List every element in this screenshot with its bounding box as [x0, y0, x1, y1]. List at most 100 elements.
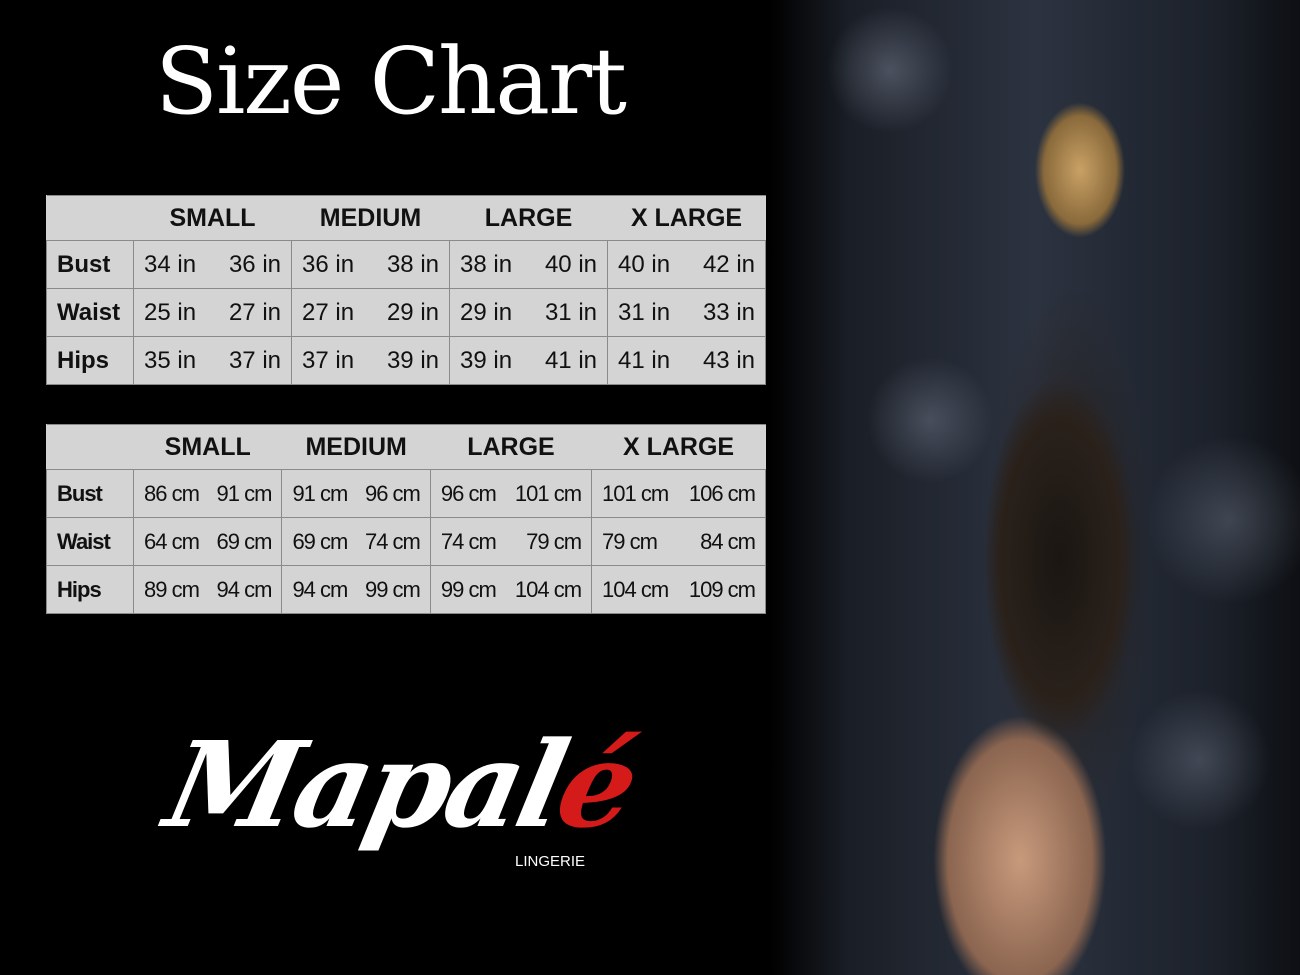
size-header-small: SMALL: [133, 424, 282, 470]
size-cell: 34 in 36 in: [133, 240, 292, 289]
min-value: 94 cm: [292, 576, 348, 602]
size-cell: 101 cm 106 cm: [591, 469, 766, 518]
size-cell: 31 in 33 in: [607, 288, 766, 337]
min-value: 101 cm: [602, 480, 669, 506]
row-label: Waist: [46, 288, 134, 337]
size-cell: 36 in 38 in: [291, 240, 450, 289]
table-row: Hips 35 in 37 in 37 in 39 in 39 in 41 in 41 in 4…: [46, 336, 766, 385]
max-value: 42 in: [702, 250, 755, 278]
brand-logo: Mapalé: [155, 715, 646, 854]
size-cell: 79 cm 84 cm: [591, 517, 766, 566]
model-photo: [770, 0, 1300, 975]
max-value: 104 cm: [514, 576, 582, 602]
size-cell: 39 in 41 in: [449, 336, 608, 385]
size-cell: 99 cm 104 cm: [429, 565, 593, 614]
size-header-small: SMALL: [133, 195, 292, 241]
max-value: 40 in: [544, 250, 597, 278]
size-header-x-large: X LARGE: [591, 424, 766, 470]
size-cell: 64 cm 69 cm: [132, 517, 283, 566]
size-header-large: LARGE: [449, 195, 608, 241]
min-value: 29 in: [460, 298, 513, 326]
max-value: 69 cm: [216, 528, 273, 554]
page-title: Size Chart: [154, 28, 627, 135]
size-header-row: SMALL MEDIUM LARGE X LARGE: [46, 195, 766, 241]
max-value: 74 cm: [364, 528, 421, 554]
max-value: 106 cm: [688, 480, 756, 506]
size-cell: 27 in 29 in: [291, 288, 450, 337]
min-value: 86 cm: [144, 480, 200, 506]
max-value: 109 cm: [688, 576, 756, 602]
min-value: 38 in: [460, 250, 513, 278]
size-header-large: LARGE: [430, 424, 592, 470]
max-value: 96 cm: [364, 480, 421, 506]
size-cell: 41 in 43 in: [607, 336, 766, 385]
size-cell: 35 in 37 in: [133, 336, 292, 385]
size-cell: 37 in 39 in: [291, 336, 450, 385]
table-row: Hips 89 cm 94 cm 94 cm 99 cm 99 cm 104 cm 104 c…: [46, 565, 766, 614]
brand-subtitle: LINGERIE: [515, 853, 586, 870]
min-value: 89 cm: [144, 576, 200, 602]
min-value: 79 cm: [602, 528, 658, 554]
min-value: 91 cm: [292, 480, 348, 506]
size-header-row: SMALL MEDIUM LARGE X LARGE: [46, 424, 766, 470]
table-row: Waist 64 cm 69 cm 69 cm 74 cm 74 cm 79 cm 79 cm…: [46, 517, 766, 566]
min-value: 34 in: [144, 250, 197, 278]
table-row: Bust 86 cm 91 cm 91 cm 96 cm 96 cm 101 cm 101 c…: [46, 469, 766, 518]
size-header-x-large: X LARGE: [607, 195, 766, 241]
empty-header-cell: [46, 195, 134, 241]
max-value: 38 in: [386, 250, 439, 278]
row-label: Waist: [46, 517, 134, 566]
min-value: 99 cm: [440, 576, 497, 602]
min-value: 40 in: [618, 250, 671, 278]
min-value: 41 in: [618, 346, 671, 374]
min-value: 74 cm: [440, 528, 497, 554]
max-value: 43 in: [702, 346, 755, 374]
size-cell: 94 cm 99 cm: [281, 565, 431, 614]
size-cell: 89 cm 94 cm: [132, 565, 283, 614]
row-label: Hips: [46, 336, 134, 385]
table-row: Bust 34 in 36 in 36 in 38 in 38 in 40 in 40 in 4…: [46, 240, 766, 289]
empty-header-cell: [46, 424, 134, 470]
min-value: 36 in: [302, 250, 355, 278]
max-value: 29 in: [386, 298, 439, 326]
row-label: Bust: [46, 240, 134, 289]
max-value: 27 in: [228, 298, 281, 326]
size-cell: 104 cm 109 cm: [591, 565, 766, 614]
min-value: 31 in: [618, 298, 671, 326]
min-value: 35 in: [144, 346, 197, 374]
max-value: 79 cm: [526, 528, 582, 554]
min-value: 27 in: [302, 298, 355, 326]
max-value: 36 in: [228, 250, 281, 278]
size-cell: 29 in 31 in: [449, 288, 608, 337]
max-value: 94 cm: [216, 576, 273, 602]
min-value: 96 cm: [440, 480, 497, 506]
min-value: 25 in: [144, 298, 197, 326]
max-value: 33 in: [702, 298, 755, 326]
max-value: 101 cm: [514, 480, 582, 506]
max-value: 91 cm: [216, 480, 273, 506]
min-value: 64 cm: [144, 528, 200, 554]
row-label: Bust: [46, 469, 134, 518]
size-cell: 91 cm 96 cm: [281, 469, 431, 518]
size-table-cm: SMALL MEDIUM LARGE X LARGE Bust 86 cm 91 cm 91 …: [46, 424, 766, 614]
row-label: Hips: [46, 565, 134, 614]
min-value: 37 in: [302, 346, 355, 374]
size-cell: 96 cm 101 cm: [429, 469, 593, 518]
size-cell: 40 in 42 in: [607, 240, 766, 289]
max-value: 31 in: [544, 298, 597, 326]
max-value: 37 in: [228, 346, 281, 374]
max-value: 39 in: [386, 346, 439, 374]
max-value: 84 cm: [700, 528, 756, 554]
max-value: 41 in: [544, 346, 597, 374]
size-cell: 74 cm 79 cm: [429, 517, 593, 566]
model-figure: [910, 40, 1170, 975]
max-value: 99 cm: [364, 576, 421, 602]
min-value: 104 cm: [602, 576, 669, 602]
size-header-medium: MEDIUM: [291, 195, 450, 241]
min-value: 69 cm: [292, 528, 348, 554]
size-cell: 69 cm 74 cm: [281, 517, 431, 566]
size-cell: 38 in 40 in: [449, 240, 608, 289]
size-cell: 86 cm 91 cm: [132, 469, 283, 518]
min-value: 39 in: [460, 346, 513, 374]
table-row: Waist 25 in 27 in 27 in 29 in 29 in 31 in 31 in…: [46, 288, 766, 337]
